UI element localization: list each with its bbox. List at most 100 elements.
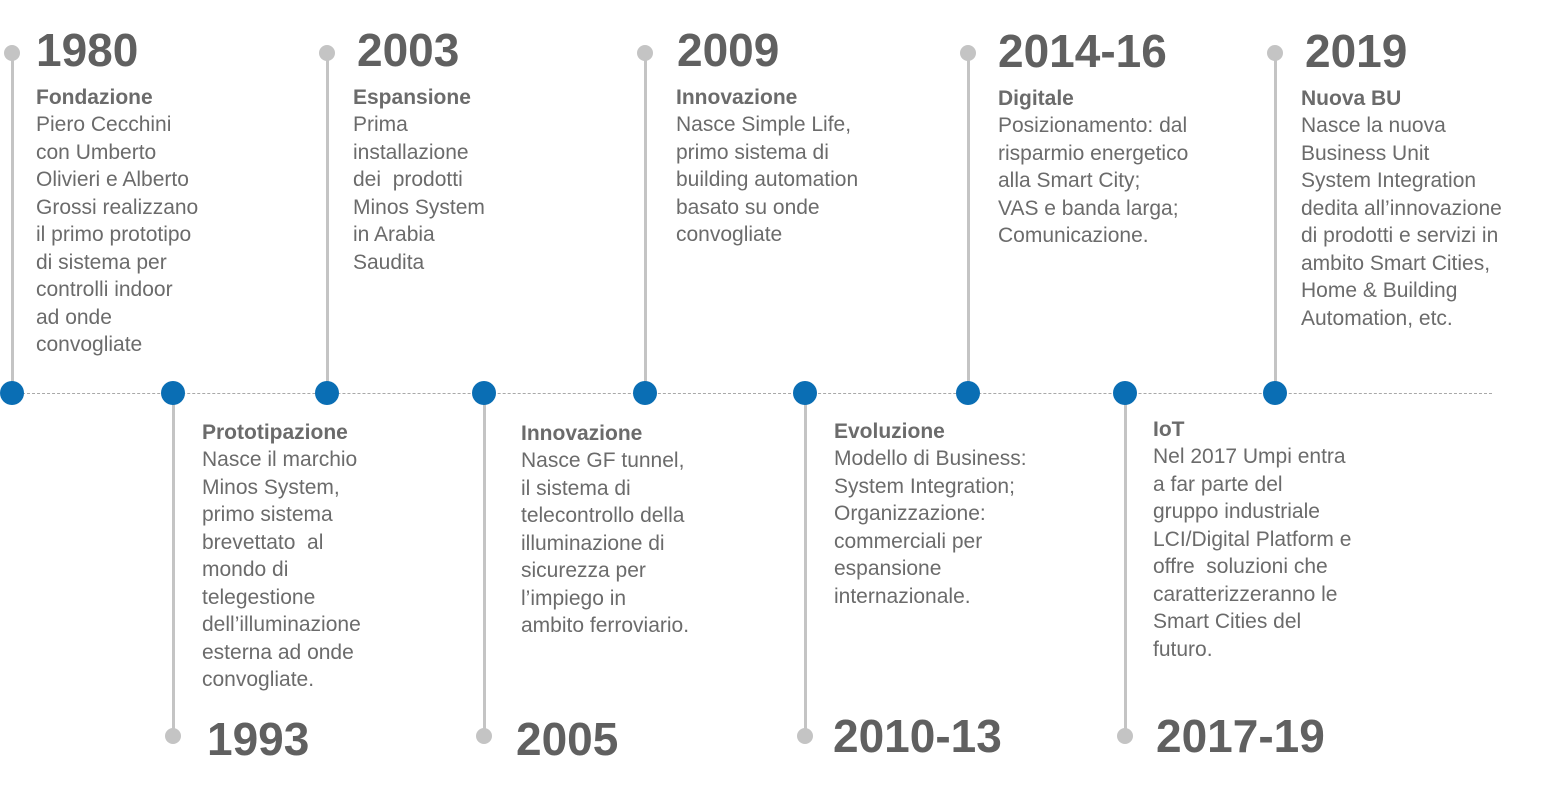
timeline-node — [0, 381, 24, 405]
event-description: Espansione Prima installazione dei prodotti… — [353, 84, 485, 276]
event-text-line: Automation, etc. — [1301, 306, 1453, 330]
timeline-stem — [325, 53, 329, 393]
event-text-line: Organizzazione: — [834, 502, 986, 525]
event-text-line: Nasce Simple Life, — [676, 113, 852, 136]
event-text-line: Posizionamento: dal — [998, 114, 1188, 137]
event-description: Nuova BU Nasce la nuova Business Unit Syste… — [1301, 85, 1502, 332]
event-text-line: System Integration; — [834, 474, 1015, 498]
event-text-line: futuro. — [1153, 637, 1213, 661]
event-text-line: convogliate — [676, 223, 783, 246]
event-text-line: Nasce GF tunnel, — [521, 449, 685, 472]
timeline-end-dot — [165, 728, 181, 744]
event-year: 2017-19 — [1156, 710, 1325, 762]
timeline-end-dot — [960, 45, 976, 61]
event-text-line: LCI/Digital Platform e — [1153, 527, 1352, 551]
event-description: IoT Nel 2017 Umpi entra a far parte del gru… — [1153, 416, 1351, 663]
timeline-node — [161, 381, 185, 405]
event-description: Innovazione Nasce GF tunnel, il sistema di… — [521, 420, 689, 640]
event-text-line: ad onde — [36, 305, 112, 329]
timeline-stem — [803, 393, 807, 736]
event-text-line: Business Unit — [1301, 141, 1430, 165]
timeline-stem — [1123, 393, 1127, 736]
event-year: 2010-13 — [833, 710, 1002, 762]
timeline-node — [315, 381, 339, 405]
event-text-line: dei prodotti — [353, 168, 463, 191]
event-heading: Nuova BU — [1301, 87, 1402, 110]
event-heading: Innovazione — [676, 86, 798, 109]
timeline-end-dot — [1117, 728, 1133, 744]
event-text-line: building automation — [676, 168, 859, 191]
event-year: 1980 — [36, 24, 139, 76]
event-text-line: di sistema per — [36, 250, 167, 274]
event-year: 2014-16 — [998, 25, 1167, 77]
event-text-line: con Umberto — [36, 140, 157, 164]
event-text-line: System Integration — [1301, 169, 1477, 192]
event-text-line: Prima — [353, 113, 408, 136]
timeline-end-dot — [1267, 45, 1283, 61]
timeline-end-dot — [797, 728, 813, 744]
event-heading: Digitale — [998, 87, 1074, 110]
event-text-line: sicurezza per — [521, 559, 646, 582]
event-text-line: commerciali per — [834, 529, 983, 553]
event-description: Innovazione Nasce Simple Life, primo siste… — [676, 84, 858, 249]
event-text-line: in Arabia — [353, 223, 435, 246]
event-description: Digitale Posizionamento: dal risparmio ene… — [998, 85, 1188, 250]
event-heading: Espansione — [353, 86, 471, 109]
event-text-line: Comunicazione. — [998, 224, 1149, 247]
event-year: 2019 — [1305, 25, 1408, 77]
event-text-line: Grossi realizzano — [36, 195, 199, 219]
timeline-end-dot — [319, 45, 335, 61]
event-text-line: offre soluzioni che — [1153, 555, 1328, 578]
event-text-line: il sistema di — [521, 476, 631, 500]
timeline-stem — [643, 53, 647, 393]
event-text-line: mondo di — [202, 558, 289, 581]
event-text-line: illuminazione di — [521, 531, 665, 555]
event-text-line: primo sistema di — [676, 140, 829, 164]
event-text-line: Piero Cecchini — [36, 113, 172, 136]
timeline-stem — [1273, 53, 1277, 393]
event-text-line: il primo prototipo — [36, 223, 192, 246]
event-text-line: caratterizzeranno le — [1153, 582, 1338, 606]
event-text-line: primo sistema — [202, 503, 333, 526]
timeline-node — [1263, 381, 1287, 405]
event-text-line: basato su onde — [676, 195, 820, 219]
event-text-line: Minos System, — [202, 475, 340, 499]
timeline-stem — [10, 53, 14, 393]
event-text-line: dedita all’innovazione — [1301, 196, 1502, 220]
timeline-stem — [171, 393, 175, 736]
event-text-line: ambito ferroviario. — [521, 614, 690, 637]
event-heading: Innovazione — [521, 422, 643, 445]
event-text-line: controlli indoor — [36, 278, 173, 301]
timeline-axis — [12, 393, 1492, 394]
event-text-line: installazione — [353, 140, 469, 164]
timeline-end-dot — [476, 728, 492, 744]
event-text-line: convogliate — [36, 333, 143, 356]
event-text-line: Minos System — [353, 195, 485, 219]
event-text-line: Home & Building — [1301, 279, 1458, 302]
event-heading: IoT — [1153, 418, 1185, 441]
event-text-line: Nasce la nuova — [1301, 114, 1446, 137]
event-text-line: telecontrollo della — [521, 504, 685, 527]
event-heading: Evoluzione — [834, 420, 945, 443]
event-text-line: Nasce il marchio — [202, 448, 358, 471]
event-heading: Fondazione — [36, 86, 153, 109]
event-text-line: telegestione — [202, 585, 316, 609]
event-text-line: convogliate. — [202, 668, 315, 691]
timeline-stem — [966, 53, 970, 393]
event-text-line: gruppo industriale — [1153, 500, 1320, 523]
timeline-end-dot — [4, 45, 20, 61]
event-text-line: l’impiego in — [521, 586, 627, 610]
event-text-line: dell’illuminazione — [202, 613, 361, 636]
timeline-node — [633, 381, 657, 405]
event-text-line: di prodotti e servizi in — [1301, 224, 1499, 247]
event-text-line: VAS e banda larga; — [998, 196, 1179, 220]
event-text-line: a far parte del — [1153, 472, 1283, 496]
event-text-line: Modello di Business: — [834, 447, 1027, 470]
event-text-line: alla Smart City; — [998, 169, 1141, 192]
event-year: 2009 — [677, 24, 780, 76]
timeline-node — [793, 381, 817, 405]
event-year: 2005 — [516, 713, 619, 765]
timeline-node — [472, 381, 496, 405]
event-description: Prototipazione Nasce il marchio Minos Syst… — [202, 419, 361, 694]
event-heading: Prototipazione — [202, 421, 348, 444]
